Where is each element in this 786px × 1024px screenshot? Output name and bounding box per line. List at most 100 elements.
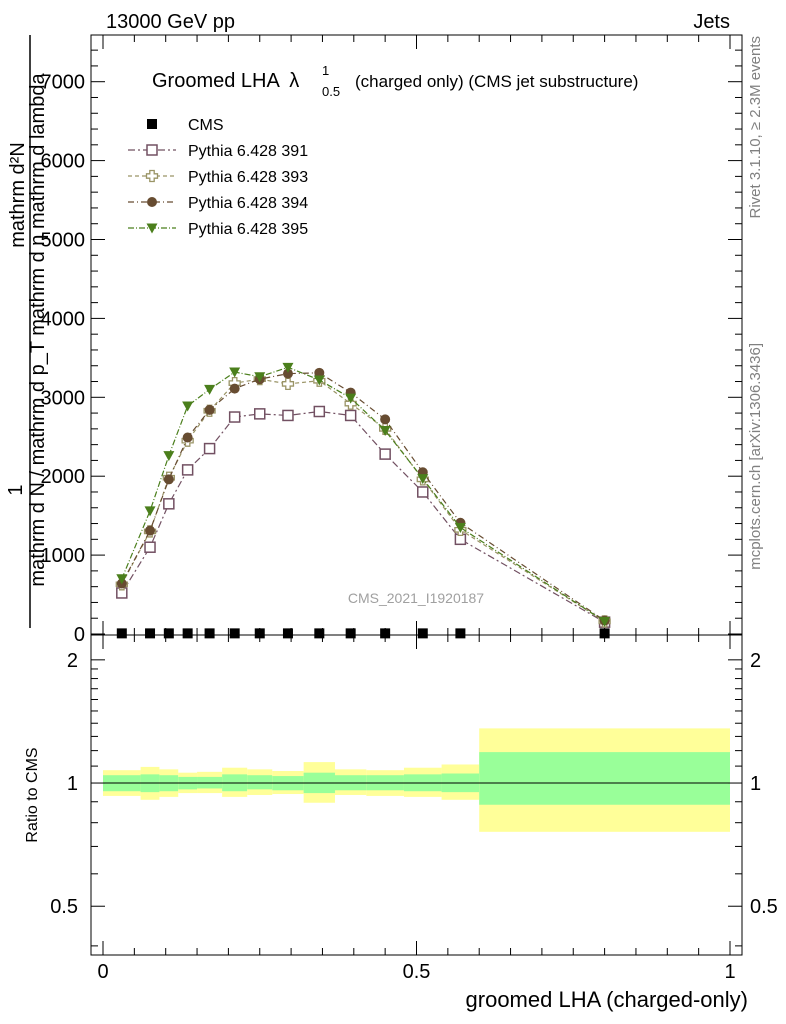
series-pythia-394 [116,367,610,626]
data-point-pythia-391 [163,498,175,510]
data-point-cms [254,628,265,639]
series-line-pythia-395 [121,366,605,622]
data-point-pythia-395 [313,375,325,386]
title-main: Groomed LHA [152,70,280,92]
legend-label-pythia-395: Pythia 6.428 395 [188,221,308,238]
title-sup: 1 [322,63,329,78]
ratio-y-tick-label: 1 [67,773,78,795]
ratio-y-tick-label-right: 1 [750,773,761,795]
x-tick-label: 0 [97,961,108,983]
series-line-pythia-394 [121,372,605,622]
series-pythia-395 [116,362,611,627]
data-point-pythia-391 [344,409,357,422]
data-point-pythia-391 [203,442,216,455]
rivet-label: Rivet 3.1.10, ≥ 2.3M events [747,36,764,219]
data-point-pythia-393 [344,397,357,410]
main-y-tick-label: 2000 [41,466,86,488]
data-point-cms [417,628,428,639]
series-pythia-393 [115,373,611,628]
mcplots-label: mcplots.cern.ch [arXiv:1306.3436] [747,343,764,570]
data-point-cms [163,628,174,639]
y-label-main: mathrm d N / mathrm d p_T mathrm d η mat… [27,73,49,587]
data-point-cms [599,628,610,639]
data-point-cms [380,628,391,639]
legend-label-pythia-391: Pythia 6.428 391 [188,143,308,160]
data-point-pythia-395 [163,451,175,462]
data-point-pythia-395 [282,362,294,373]
data-point-cms [116,628,127,639]
legend: CMS Pythia 6.428 391 Pythia 6.428 393 Pythi… [128,117,308,238]
data-point-pythia-393 [281,377,295,391]
series-layer [115,362,611,639]
main-y-ticks: 0 1000 2000 3000 4000 5000 6000 7000 [41,49,742,646]
ratio-y-tick-label-right: 0.5 [750,896,778,918]
title-sub: 0.5 [322,84,340,99]
y-label-numerator: mathrm d²N [7,142,29,248]
data-point-pythia-395 [417,474,429,485]
legend-label-pythia-394: Pythia 6.428 394 [188,195,308,212]
data-point-pythia-395 [182,401,194,412]
data-point-cms [229,628,240,639]
data-point-pythia-395 [144,506,156,517]
data-point-pythia-391 [379,448,391,460]
data-point-pythia-391 [282,409,294,422]
legend-marker-cms [147,119,157,129]
series-pythia-391 [116,405,611,628]
data-point-pythia-391 [417,486,429,498]
ratio-band-inner [247,775,273,790]
legend-marker-pythia-395 [146,223,158,234]
data-point-pythia-391 [181,464,194,476]
ratio-x-ticks: 0 0.5 1 [97,635,736,983]
data-point-cms [204,628,215,639]
legend-marker-pythia-394 [147,197,157,207]
series-line-pythia-393 [121,378,605,622]
main-y-tick-label: 0 [74,624,85,646]
header-right: Jets [693,11,730,33]
ratio-y-label: Ratio to CMS [24,747,41,842]
data-point-pythia-391 [313,405,326,418]
ratio-y-tick-label-right: 2 [750,650,761,672]
data-point-pythia-391 [144,541,156,553]
main-y-tick-label: 1000 [41,545,86,567]
data-point-pythia-394 [314,367,325,378]
data-point-pythia-391 [254,408,266,420]
main-y-tick-label: 5000 [41,230,86,252]
data-point-pythia-395 [254,372,266,383]
analysis-watermark: CMS_2021_I1920187 [348,590,484,606]
title-suffix: (charged only) (CMS jet substructure) [355,72,638,91]
x-tick-label: 1 [724,961,735,983]
data-point-cms [282,628,293,639]
main-y-tick-label: 4000 [41,308,86,330]
data-point-pythia-394 [282,368,293,379]
data-point-cms [182,628,193,639]
plot-title: Groomed LHA λ 1 0.5 (charged only) (CMS … [152,63,638,99]
data-point-pythia-394 [229,383,240,394]
legend-label-pythia-393: Pythia 6.428 393 [188,169,308,186]
data-point-pythia-391 [228,411,241,423]
svg-text:Groomed LHA λ: Groomed LHA λ [152,70,299,92]
legend-marker-pythia-393 [145,169,159,183]
data-point-pythia-394 [204,404,215,415]
data-point-pythia-394 [163,474,174,485]
ratio-y-ticks: 0.5 0.5 1 1 2 2 [50,650,778,947]
data-point-pythia-395 [229,367,241,378]
ratio-bands [103,728,730,832]
data-point-pythia-395 [454,522,466,533]
data-point-pythia-394 [380,414,391,425]
data-point-cms [345,628,356,639]
main-y-tick-label: 7000 [41,72,86,94]
main-y-tick-label: 6000 [41,151,86,173]
header-left: 13000 GeV pp [106,11,235,33]
data-point-cms [455,628,466,639]
data-point-pythia-395 [204,384,216,395]
main-y-tick-label: 3000 [41,387,86,409]
data-point-pythia-394 [182,432,193,443]
x-axis-label: groomed LHA (charged-only) [466,987,748,1012]
data-point-cms [314,628,325,639]
main-y-label: 1 mathrm d N / mathrm d p_T mathrm d η m… [5,35,49,628]
data-point-pythia-395 [345,393,357,404]
series-cms [116,628,610,639]
data-point-pythia-395 [599,616,611,627]
data-point-pythia-395 [116,574,128,585]
